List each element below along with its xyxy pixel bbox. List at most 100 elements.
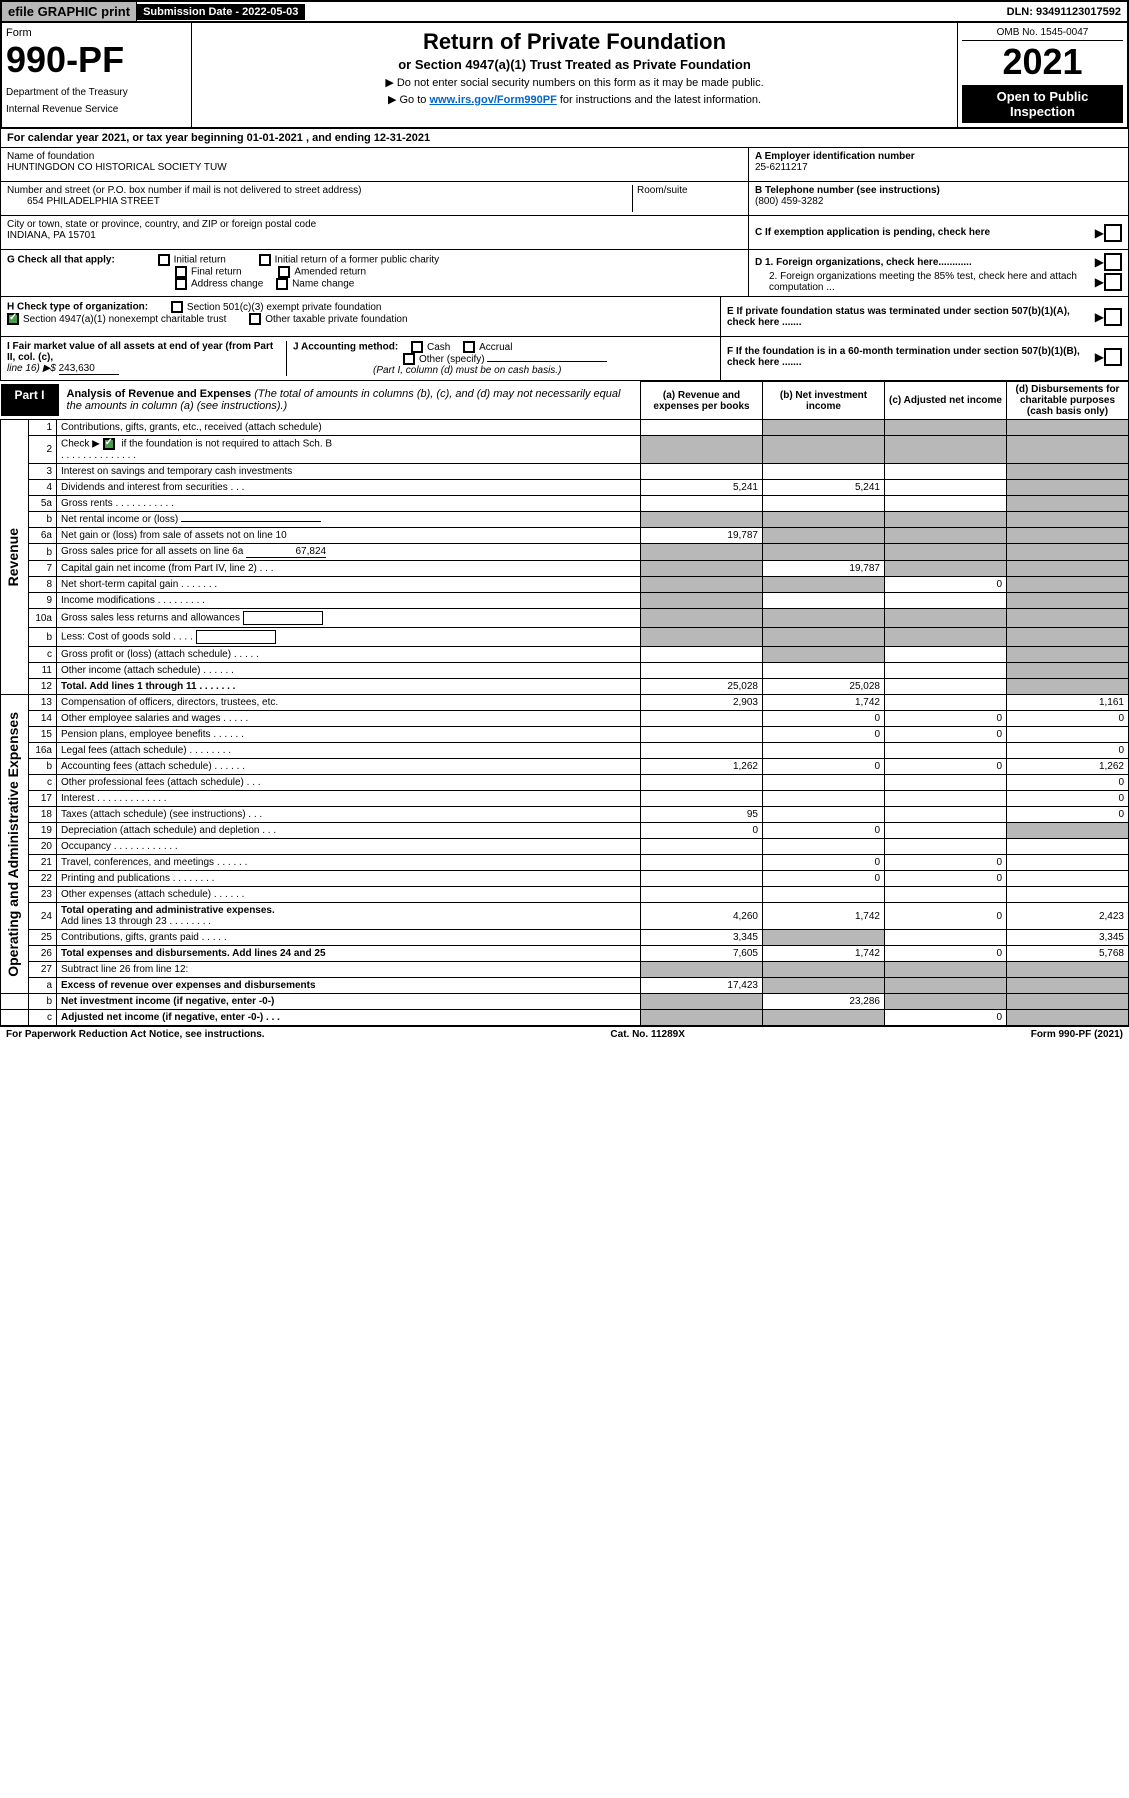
- d2-label: 2. Foreign organizations meeting the 85%…: [769, 271, 1095, 293]
- line14-b: 0: [763, 711, 885, 727]
- h-through-f-block: H Check type of organization: Section 50…: [0, 297, 1129, 381]
- h-row: H Check type of organization: Section 50…: [1, 297, 720, 337]
- line6b-val: 67,824: [246, 546, 326, 558]
- line5b-desc: Net rental income or (loss): [57, 512, 641, 528]
- h-label: H Check type of organization:: [7, 302, 148, 313]
- line13-desc: Compensation of officers, directors, tru…: [57, 695, 641, 711]
- goto-prefix: ▶ Go to: [388, 94, 429, 106]
- initial-former-checkbox[interactable]: [259, 254, 271, 266]
- line22-b: 0: [763, 871, 885, 887]
- form-number: 990-PF: [6, 39, 187, 81]
- f-label: F If the foundation is in a 60-month ter…: [727, 346, 1095, 368]
- other-taxable-checkbox[interactable]: [249, 313, 261, 325]
- accrual-checkbox[interactable]: [463, 341, 475, 353]
- address-change-label: Address change: [191, 279, 263, 290]
- arrow-icon: ▶: [1095, 350, 1104, 364]
- phone-label: B Telephone number (see instructions): [755, 185, 1122, 196]
- line1-desc: Contributions, gifts, grants, etc., rece…: [57, 420, 641, 436]
- line27-desc: Subtract line 26 from line 12:: [57, 962, 641, 978]
- g-label: G Check all that apply:: [7, 255, 115, 266]
- j-label: J Accounting method:: [293, 342, 398, 353]
- top-bar: efile GRAPHIC print Submission Date - 20…: [0, 0, 1129, 23]
- initial-former-label: Initial return of a former public charit…: [275, 255, 440, 266]
- initial-return-label: Initial return: [174, 255, 226, 266]
- 60month-checkbox[interactable]: [1104, 348, 1122, 366]
- line19-desc: Depreciation (attach schedule) and deple…: [57, 823, 641, 839]
- line27c-desc: Adjusted net income (if negative, enter …: [57, 1010, 641, 1026]
- line8-desc: Net short-term capital gain . . . . . . …: [57, 577, 641, 593]
- line14-c: 0: [885, 711, 1007, 727]
- other-method-label: Other (specify): [419, 354, 485, 365]
- part1-label: Part I: [1, 384, 59, 416]
- line25-desc: Contributions, gifts, grants paid . . . …: [57, 930, 641, 946]
- line16b-b: 0: [763, 759, 885, 775]
- goto-suffix: for instructions and the latest informat…: [557, 94, 761, 106]
- line11-desc: Other income (attach schedule) . . . . .…: [57, 663, 641, 679]
- line9-desc: Income modifications . . . . . . . . .: [57, 593, 641, 609]
- accrual-label: Accrual: [479, 342, 512, 353]
- line6b-desc: Gross sales price for all assets on line…: [57, 544, 641, 561]
- line7-desc: Capital gain net income (from Part IV, l…: [57, 561, 641, 577]
- 4947a1-label: Section 4947(a)(1) nonexempt charitable …: [23, 314, 226, 325]
- line15-b: 0: [763, 727, 885, 743]
- line16a-d: 0: [1007, 743, 1129, 759]
- street-address: 654 PHILADELPHIA STREET: [7, 196, 632, 207]
- line13-b: 1,742: [763, 695, 885, 711]
- line14-d: 0: [1007, 711, 1129, 727]
- irs-link[interactable]: www.irs.gov/Form990PF: [429, 94, 556, 106]
- initial-return-checkbox[interactable]: [158, 254, 170, 266]
- submission-date: Submission Date - 2022-05-03: [137, 4, 305, 20]
- name-change-checkbox[interactable]: [276, 278, 288, 290]
- tax-year: 2021: [962, 41, 1123, 83]
- efile-print-button[interactable]: efile GRAPHIC print: [2, 2, 137, 21]
- other-method-checkbox[interactable]: [403, 353, 415, 365]
- line5a-desc: Gross rents . . . . . . . . . . .: [57, 496, 641, 512]
- expenses-side-label: Operating and Administrative Expenses: [5, 712, 21, 977]
- line13-a: 2,903: [641, 695, 763, 711]
- goto-line: ▶ Go to www.irs.gov/Form990PF for instru…: [198, 93, 951, 106]
- line15-c: 0: [885, 727, 1007, 743]
- schb-checkbox[interactable]: [103, 438, 115, 450]
- line24-desc: Total operating and administrative expen…: [57, 903, 641, 930]
- line26-d: 5,768: [1007, 946, 1129, 962]
- line6a-desc: Net gain or (loss) from sale of assets n…: [57, 528, 641, 544]
- exemption-pending-checkbox[interactable]: [1104, 224, 1122, 242]
- address-change-checkbox[interactable]: [175, 278, 187, 290]
- line18-desc: Taxes (attach schedule) (see instruction…: [57, 807, 641, 823]
- line7-b: 19,787: [763, 561, 885, 577]
- line26-desc: Total expenses and disbursements. Add li…: [57, 946, 641, 962]
- line12-b: 25,028: [763, 679, 885, 695]
- line21-c: 0: [885, 855, 1007, 871]
- col-a-header: (a) Revenue and expenses per books: [641, 382, 763, 420]
- 4947a1-checkbox[interactable]: [7, 313, 19, 325]
- line16c-d: 0: [1007, 775, 1129, 791]
- line16b-c: 0: [885, 759, 1007, 775]
- omb-number: OMB No. 1545-0047: [962, 27, 1123, 41]
- amended-return-checkbox[interactable]: [278, 266, 290, 278]
- foreign-85-checkbox[interactable]: [1104, 273, 1122, 291]
- line21-desc: Travel, conferences, and meetings . . . …: [57, 855, 641, 871]
- i-line16: line 16) ▶$: [7, 363, 59, 374]
- line10c-desc: Gross profit or (loss) (attach schedule)…: [57, 647, 641, 663]
- line15-desc: Pension plans, employee benefits . . . .…: [57, 727, 641, 743]
- cash-checkbox[interactable]: [411, 341, 423, 353]
- identity-block: Name of foundation HUNTINGDON CO HISTORI…: [0, 148, 1129, 297]
- line2-desc: Check ▶ if the foundation is not require…: [57, 436, 641, 464]
- line17-desc: Interest . . . . . . . . . . . . .: [57, 791, 641, 807]
- form-label: Form: [6, 27, 187, 39]
- e-label: E If private foundation status was termi…: [727, 306, 1095, 328]
- amended-return-label: Amended return: [294, 267, 366, 278]
- line16b-a: 1,262: [641, 759, 763, 775]
- line18-d: 0: [1007, 807, 1129, 823]
- ein-value: 25-6211217: [755, 162, 1122, 173]
- line23-desc: Other expenses (attach schedule) . . . .…: [57, 887, 641, 903]
- part1-title: Analysis of Revenue and Expenses: [67, 388, 252, 400]
- line17-d: 0: [1007, 791, 1129, 807]
- line27c-c: 0: [885, 1010, 1007, 1026]
- line22-desc: Printing and publications . . . . . . . …: [57, 871, 641, 887]
- status-terminated-checkbox[interactable]: [1104, 308, 1122, 326]
- cat-number: Cat. No. 11289X: [610, 1029, 684, 1040]
- foreign-org-checkbox[interactable]: [1104, 253, 1122, 271]
- 501c3-checkbox[interactable]: [171, 301, 183, 313]
- final-return-checkbox[interactable]: [175, 266, 187, 278]
